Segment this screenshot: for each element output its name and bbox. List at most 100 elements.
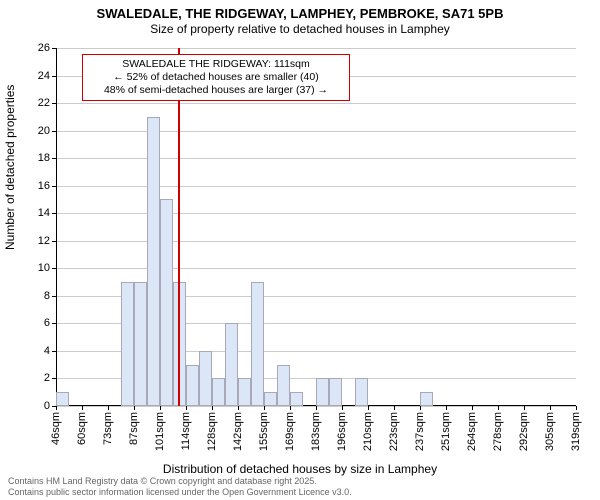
x-tick-label: 210sqm	[362, 412, 374, 451]
x-tick-mark	[212, 406, 213, 410]
x-tick-mark	[108, 406, 109, 410]
x-tick-mark	[134, 406, 135, 410]
footer-line1: Contains HM Land Registry data © Crown c…	[8, 476, 352, 487]
property-marker-line	[178, 48, 180, 406]
y-tick-label: 14	[38, 207, 50, 219]
y-axis-label: Number of detached properties	[3, 85, 17, 250]
y-tick-label: 18	[38, 152, 50, 164]
histogram-bar	[147, 117, 160, 406]
x-tick-label: 142sqm	[232, 412, 244, 451]
x-tick-label: 264sqm	[466, 412, 478, 451]
gridline	[56, 186, 576, 187]
x-tick-mark	[290, 406, 291, 410]
gridline	[56, 131, 576, 132]
histogram-bar	[251, 282, 264, 406]
y-tick-label: 8	[44, 290, 50, 302]
histogram-bar	[329, 378, 342, 406]
y-tick-label: 16	[38, 180, 50, 192]
x-tick-mark	[446, 406, 447, 410]
annotation-line2: ← 52% of detached houses are smaller (40…	[89, 71, 343, 84]
x-tick-label: 87sqm	[128, 412, 140, 445]
y-axis-label-text: Number of detached properties	[3, 85, 17, 250]
x-tick-label: 251sqm	[440, 412, 452, 451]
annotation-box: SWALEDALE THE RIDGEWAY: 111sqm← 52% of d…	[82, 54, 350, 101]
y-tick-label: 0	[44, 400, 50, 412]
x-tick-label: 278sqm	[492, 412, 504, 451]
x-tick-label: 237sqm	[414, 412, 426, 451]
footer-attribution: Contains HM Land Registry data © Crown c…	[8, 476, 352, 498]
x-tick-mark	[576, 406, 577, 410]
histogram-bar	[225, 323, 238, 406]
histogram-bar	[160, 199, 173, 406]
gridline	[56, 48, 576, 49]
histogram-bar	[212, 378, 225, 406]
gridline	[56, 241, 576, 242]
x-tick-mark	[264, 406, 265, 410]
annotation-line1: SWALEDALE THE RIDGEWAY: 111sqm	[89, 58, 343, 71]
x-tick-label: 128sqm	[206, 412, 218, 451]
x-tick-label: 223sqm	[388, 412, 400, 451]
gridline	[56, 158, 576, 159]
x-tick-mark	[160, 406, 161, 410]
chart-plot-area: 0246810121416182022242646sqm60sqm73sqm87…	[56, 48, 576, 406]
histogram-bar	[238, 378, 251, 406]
title-line2: Size of property relative to detached ho…	[0, 22, 600, 37]
x-tick-label: 73sqm	[102, 412, 114, 445]
y-tick-label: 12	[38, 235, 50, 247]
x-tick-mark	[316, 406, 317, 410]
x-tick-label: 114sqm	[180, 412, 192, 450]
histogram-bar	[264, 392, 277, 406]
x-tick-label: 155sqm	[258, 412, 270, 451]
x-tick-mark	[186, 406, 187, 410]
histogram-bar	[277, 365, 290, 406]
y-tick-label: 2	[44, 372, 50, 384]
plot: 0246810121416182022242646sqm60sqm73sqm87…	[56, 48, 576, 406]
x-tick-label: 305sqm	[544, 412, 556, 451]
y-tick-label: 24	[38, 70, 50, 82]
title-block: SWALEDALE, THE RIDGEWAY, LAMPHEY, PEMBRO…	[0, 0, 600, 37]
y-tick-label: 10	[38, 262, 50, 274]
x-tick-mark	[550, 406, 551, 410]
x-axis-label: Distribution of detached houses by size …	[0, 462, 600, 476]
chart-container: SWALEDALE, THE RIDGEWAY, LAMPHEY, PEMBRO…	[0, 0, 600, 500]
x-tick-label: 196sqm	[336, 412, 348, 451]
y-axis-line	[56, 48, 57, 406]
x-tick-mark	[498, 406, 499, 410]
histogram-bar	[134, 282, 147, 406]
histogram-bar	[56, 392, 69, 406]
gridline	[56, 268, 576, 269]
gridline	[56, 213, 576, 214]
x-tick-label: 319sqm	[570, 412, 582, 451]
x-tick-label: 292sqm	[518, 412, 530, 451]
x-tick-mark	[238, 406, 239, 410]
title-line1: SWALEDALE, THE RIDGEWAY, LAMPHEY, PEMBRO…	[0, 6, 600, 22]
x-tick-label: 101sqm	[154, 412, 166, 451]
y-tick-label: 6	[44, 317, 50, 329]
x-tick-label: 183sqm	[310, 412, 322, 451]
gridline	[56, 103, 576, 104]
x-tick-mark	[524, 406, 525, 410]
y-tick-label: 20	[38, 125, 50, 137]
x-tick-mark	[342, 406, 343, 410]
x-tick-mark	[394, 406, 395, 410]
x-tick-label: 46sqm	[50, 412, 62, 445]
histogram-bar	[316, 378, 329, 406]
histogram-bar	[290, 392, 303, 406]
x-tick-label: 60sqm	[76, 412, 88, 445]
y-tick-label: 22	[38, 97, 50, 109]
x-tick-mark	[56, 406, 57, 410]
footer-line2: Contains public sector information licen…	[8, 487, 352, 498]
y-tick-label: 4	[44, 345, 50, 357]
y-tick-label: 26	[38, 42, 50, 54]
histogram-bar	[355, 378, 368, 406]
annotation-line3: 48% of semi-detached houses are larger (…	[89, 84, 343, 97]
x-tick-mark	[82, 406, 83, 410]
histogram-bar	[420, 392, 433, 406]
x-tick-mark	[368, 406, 369, 410]
x-tick-mark	[420, 406, 421, 410]
histogram-bar	[121, 282, 134, 406]
histogram-bar	[186, 365, 199, 406]
x-tick-mark	[472, 406, 473, 410]
x-tick-label: 169sqm	[284, 412, 296, 451]
histogram-bar	[199, 351, 212, 406]
